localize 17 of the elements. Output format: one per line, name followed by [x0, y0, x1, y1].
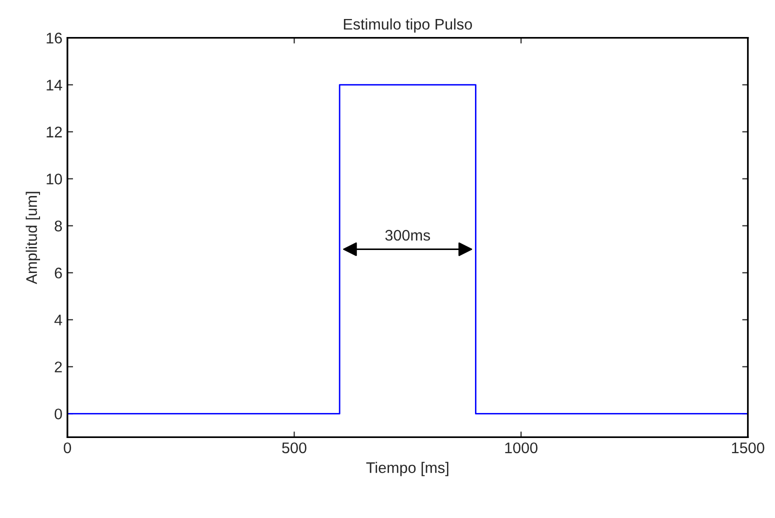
x-axis-title: Tiempo [ms]: [366, 462, 448, 476]
x-tick-label: 1000: [505, 442, 538, 454]
chart-title: Estimulo tipo Pulso: [344, 18, 472, 33]
annotation: 300ms: [385, 230, 430, 241]
y-tick-label: 14: [46, 80, 62, 90]
y-tick-label: 4: [54, 314, 62, 326]
y-tick-label: 12: [46, 126, 62, 138]
y-tick-label: 2: [54, 362, 62, 372]
y-tick-label: 16: [46, 32, 62, 44]
x-tick-label: 1500: [732, 442, 764, 454]
x-tick-label: 0: [64, 442, 72, 454]
x-tick-label: 500: [282, 442, 306, 454]
y-tick-label: 0: [54, 408, 62, 420]
y-tick-label: 8: [54, 220, 62, 232]
y-axis-title: Amplitud [um]: [26, 192, 40, 284]
y-tick-label: 10: [46, 174, 62, 184]
y-tick-label: 6: [54, 268, 62, 278]
